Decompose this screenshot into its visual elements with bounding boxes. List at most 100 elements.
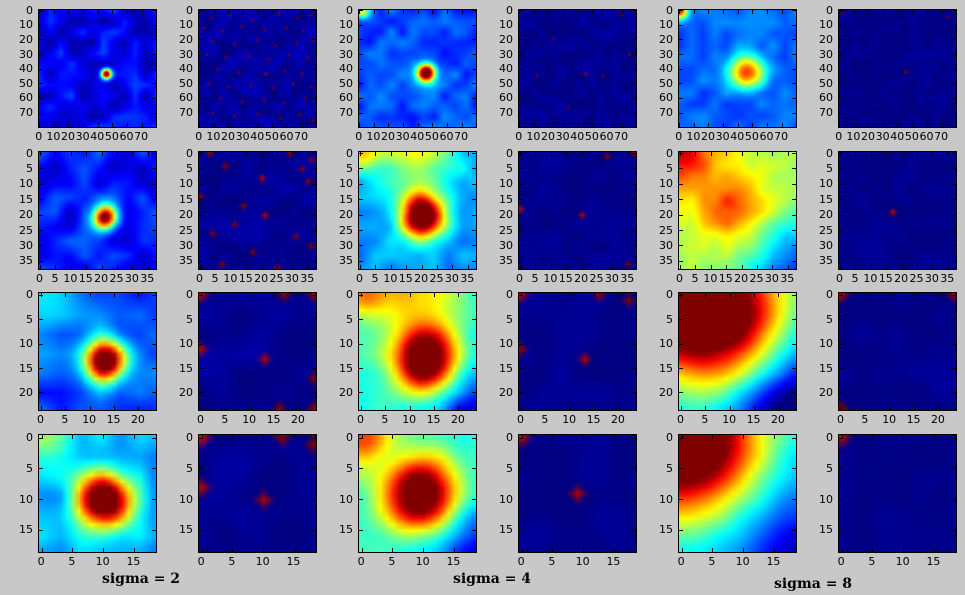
y-tick-label: 20 xyxy=(499,32,513,46)
heatmap-canvas xyxy=(359,152,476,269)
tick-mark xyxy=(597,152,598,156)
x-tick-label: 0 xyxy=(355,130,363,143)
tick-mark xyxy=(947,152,949,156)
subplot-r3c5-smooth: 0 0 5 5 10 10 15 15 20 20 xyxy=(659,289,797,425)
tick-mark xyxy=(792,468,796,470)
tick-mark xyxy=(70,265,72,269)
tick-mark xyxy=(453,548,455,552)
tick-mark xyxy=(839,468,843,470)
y-tick-label: 20 xyxy=(19,32,33,46)
y-tick-label: 10 xyxy=(659,177,673,191)
x-tick-label: 25 xyxy=(749,272,764,285)
tick-mark xyxy=(581,265,583,269)
y-tick-label: 0 xyxy=(666,288,673,302)
y-tick-label: 10 xyxy=(659,18,673,32)
tick-mark xyxy=(679,260,683,262)
tick-mark xyxy=(535,152,537,156)
tick-mark xyxy=(312,68,316,70)
tick-mark xyxy=(65,406,67,410)
tick-mark xyxy=(566,265,568,269)
tick-mark xyxy=(312,319,316,321)
y-tick-label: 15 xyxy=(499,192,513,206)
tick-mark xyxy=(839,10,843,12)
tick-mark xyxy=(566,152,568,156)
tick-mark xyxy=(766,123,768,127)
tick-mark xyxy=(914,293,916,297)
tick-mark xyxy=(152,245,156,247)
tick-mark xyxy=(472,112,476,114)
tick-mark xyxy=(606,10,608,14)
x-tick-label: 35 xyxy=(460,272,475,285)
tick-mark xyxy=(519,68,523,70)
scatter-canvas xyxy=(839,435,956,552)
tick-mark xyxy=(39,294,43,296)
subplot-r3c6-sparse: 0 0 5 5 10 10 15 15 20 20 xyxy=(819,289,957,425)
x-tick-label: 15 xyxy=(106,413,121,426)
tick-mark xyxy=(293,435,295,439)
tick-mark xyxy=(612,152,614,156)
tick-mark xyxy=(679,24,683,26)
y-tick-label: 5 xyxy=(186,161,193,175)
tick-mark xyxy=(312,54,316,56)
tick-mark xyxy=(545,293,547,297)
tick-mark xyxy=(152,529,156,531)
tick-mark xyxy=(112,10,114,14)
tick-mark xyxy=(903,435,905,439)
tick-mark xyxy=(621,10,623,14)
tick-mark xyxy=(757,152,758,156)
tick-mark xyxy=(230,152,232,156)
tick-mark xyxy=(712,435,714,439)
tick-mark xyxy=(627,265,629,269)
tick-mark xyxy=(792,499,796,501)
tick-mark xyxy=(257,10,259,14)
y-tick-label: 15 xyxy=(179,361,193,375)
tick-mark xyxy=(152,392,156,394)
tick-mark xyxy=(552,548,554,552)
tick-mark xyxy=(201,548,203,552)
y-tick-label: 0 xyxy=(26,3,33,17)
tick-mark xyxy=(853,10,855,14)
x-tick-label: 10 xyxy=(543,272,558,285)
tick-mark xyxy=(200,406,202,410)
x-tick-label: 10 xyxy=(255,555,270,568)
tick-mark xyxy=(312,10,316,12)
heatmap-canvas xyxy=(39,293,156,410)
tick-mark xyxy=(839,153,843,155)
tick-mark xyxy=(932,265,934,269)
tick-mark xyxy=(232,548,234,552)
scatter-plot-area xyxy=(198,151,317,270)
y-tick-label: 0 xyxy=(826,431,833,445)
tick-mark xyxy=(792,392,796,394)
heatmap-plot-area xyxy=(38,9,157,128)
tick-mark xyxy=(152,83,156,85)
tick-mark xyxy=(521,548,523,552)
tick-mark xyxy=(839,97,843,99)
x-tick-label: 30 xyxy=(284,272,299,285)
tick-mark xyxy=(952,54,956,56)
tick-mark xyxy=(312,24,316,26)
tick-mark xyxy=(841,548,843,552)
tick-mark xyxy=(423,435,425,439)
tick-mark xyxy=(39,54,43,56)
tick-mark xyxy=(754,293,756,297)
x-tick-label: 10 xyxy=(383,272,398,285)
tick-mark xyxy=(613,548,615,552)
tick-mark xyxy=(39,183,43,185)
tick-mark xyxy=(679,214,683,216)
y-tick-label: 20 xyxy=(339,208,353,222)
y-tick-label: 10 xyxy=(819,177,833,191)
tick-mark xyxy=(39,245,43,247)
tick-mark xyxy=(839,112,843,114)
tick-mark xyxy=(472,199,476,201)
tick-mark xyxy=(453,435,455,439)
tick-mark xyxy=(632,10,636,12)
y-tick-label: 10 xyxy=(179,18,193,32)
tick-mark xyxy=(938,406,940,410)
tick-mark xyxy=(467,265,469,269)
tick-mark xyxy=(272,10,274,14)
tick-mark xyxy=(519,319,523,321)
tick-mark xyxy=(249,293,251,297)
tick-mark xyxy=(152,468,156,470)
x-tick-label: 0 xyxy=(676,272,684,285)
tick-mark xyxy=(152,437,156,439)
